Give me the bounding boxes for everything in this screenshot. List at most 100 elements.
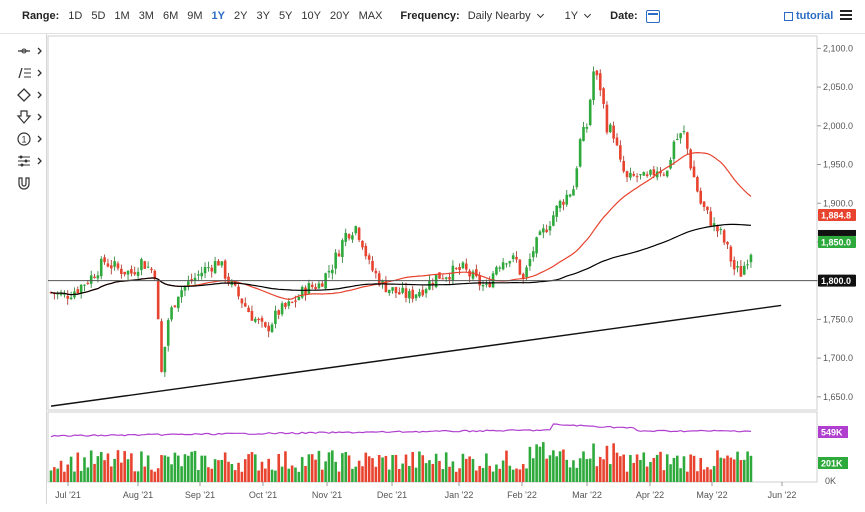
- frequency-dropdown[interactable]: Daily Nearby: [468, 10, 544, 22]
- candle-body: [441, 278, 445, 280]
- range-1y[interactable]: 1Y: [211, 10, 225, 22]
- candle-body: [555, 205, 559, 217]
- x-tick-label: Nov '21: [312, 490, 342, 500]
- magnet-icon[interactable]: [16, 176, 44, 192]
- candle-body: [598, 73, 602, 91]
- volume-bar: [160, 455, 163, 482]
- candle-body: [203, 266, 207, 274]
- crosshair-icon[interactable]: [16, 44, 44, 60]
- candle-body: [290, 301, 294, 303]
- candle-body: [501, 262, 505, 270]
- volume-bar: [253, 454, 257, 482]
- range-10y[interactable]: 10Y: [301, 10, 321, 22]
- candle-body: [320, 283, 324, 287]
- volume-bar: [364, 452, 368, 482]
- candle-body: [331, 269, 334, 274]
- annotation-number-icon[interactable]: 1: [16, 132, 44, 148]
- range-1m[interactable]: 1M: [114, 10, 130, 22]
- period-dropdown[interactable]: 1Y: [565, 10, 592, 22]
- candle-body: [160, 321, 163, 372]
- volume-bar: [511, 469, 515, 482]
- candle-body: [625, 171, 629, 178]
- range-2y[interactable]: 2Y: [234, 10, 248, 22]
- volume-bar: [531, 458, 535, 482]
- volume-bar: [672, 457, 676, 482]
- volume-bar: [585, 459, 589, 482]
- candle-body: [726, 242, 729, 245]
- volume-bar: [608, 464, 612, 482]
- range-20y[interactable]: 20Y: [329, 10, 350, 22]
- volume-bar: [357, 460, 361, 482]
- volume-bar: [662, 470, 666, 482]
- range-3y[interactable]: 3Y: [256, 10, 270, 22]
- indicators-icon[interactable]: [16, 154, 44, 170]
- range-6m[interactable]: 6M: [162, 10, 179, 22]
- candle-body: [367, 255, 371, 260]
- volume-bar: [240, 471, 244, 482]
- candle-body: [548, 225, 552, 231]
- range-9m[interactable]: 9M: [187, 10, 203, 22]
- range-3m[interactable]: 3M: [138, 10, 154, 22]
- volume-bar: [742, 459, 746, 482]
- volume-bar: [508, 465, 512, 482]
- volume-bar: [659, 451, 662, 482]
- candle-body: [642, 172, 646, 176]
- volume-bar: [692, 455, 696, 482]
- volume-bar: [367, 456, 371, 482]
- candle-body: [531, 251, 535, 258]
- last-price-tag-bg: [818, 235, 856, 248]
- candle-body: [300, 286, 304, 298]
- candle-body: [495, 267, 498, 275]
- candle-body: [193, 277, 197, 281]
- volume-bar: [568, 467, 572, 482]
- calendar-icon[interactable]: [645, 9, 660, 23]
- volume-bar: [317, 450, 321, 482]
- volume-bar: [83, 457, 86, 482]
- candle-body: [408, 291, 411, 299]
- volume-bar: [197, 469, 200, 482]
- volume-bar: [565, 459, 569, 482]
- candle-body: [79, 284, 83, 294]
- candle-body: [438, 272, 441, 279]
- tutorial-link[interactable]: tutorial: [784, 10, 833, 22]
- level-price-tag: 1,800.0: [821, 276, 851, 286]
- volume-bar: [424, 463, 428, 482]
- open-interest-line: [50, 423, 752, 438]
- candle-body: [542, 228, 545, 233]
- x-tick-label: Sep '21: [185, 490, 215, 500]
- range-1d[interactable]: 1D: [68, 10, 83, 22]
- volume-bar: [140, 451, 143, 482]
- candle-body: [515, 256, 518, 260]
- arrow-down-icon[interactable]: [16, 110, 44, 126]
- candle-body: [639, 174, 642, 176]
- candle-body: [454, 267, 458, 269]
- volume-bar: [354, 466, 358, 482]
- candle-body: [689, 149, 692, 169]
- candle-body: [371, 260, 374, 271]
- volume-bar: [575, 467, 579, 482]
- volume-bar: [113, 458, 116, 482]
- range-5d[interactable]: 5D: [91, 10, 106, 22]
- candle-body: [103, 257, 106, 263]
- volume-bar: [307, 454, 311, 482]
- candle-body: [629, 172, 632, 178]
- volume-bar: [562, 449, 565, 482]
- volume-bar: [458, 468, 461, 482]
- volume-bar: [428, 460, 431, 482]
- candle-body: [76, 289, 80, 294]
- candle-body: [347, 234, 351, 239]
- volume-value-tag: 201K: [821, 459, 843, 469]
- volume-bar: [398, 469, 401, 482]
- range-max[interactable]: MAX: [358, 10, 383, 22]
- shapes-icon[interactable]: [16, 88, 44, 104]
- hamburger-menu-icon[interactable]: [840, 10, 852, 22]
- volume-bar: [267, 458, 270, 482]
- candle-body: [672, 141, 676, 159]
- line-draw-icon[interactable]: [16, 66, 44, 82]
- range-5y[interactable]: 5Y: [278, 10, 293, 22]
- volume-bar: [300, 457, 304, 482]
- candle-body: [341, 240, 344, 258]
- candle-body: [86, 282, 90, 284]
- x-tick-label: Jan '22: [445, 490, 474, 500]
